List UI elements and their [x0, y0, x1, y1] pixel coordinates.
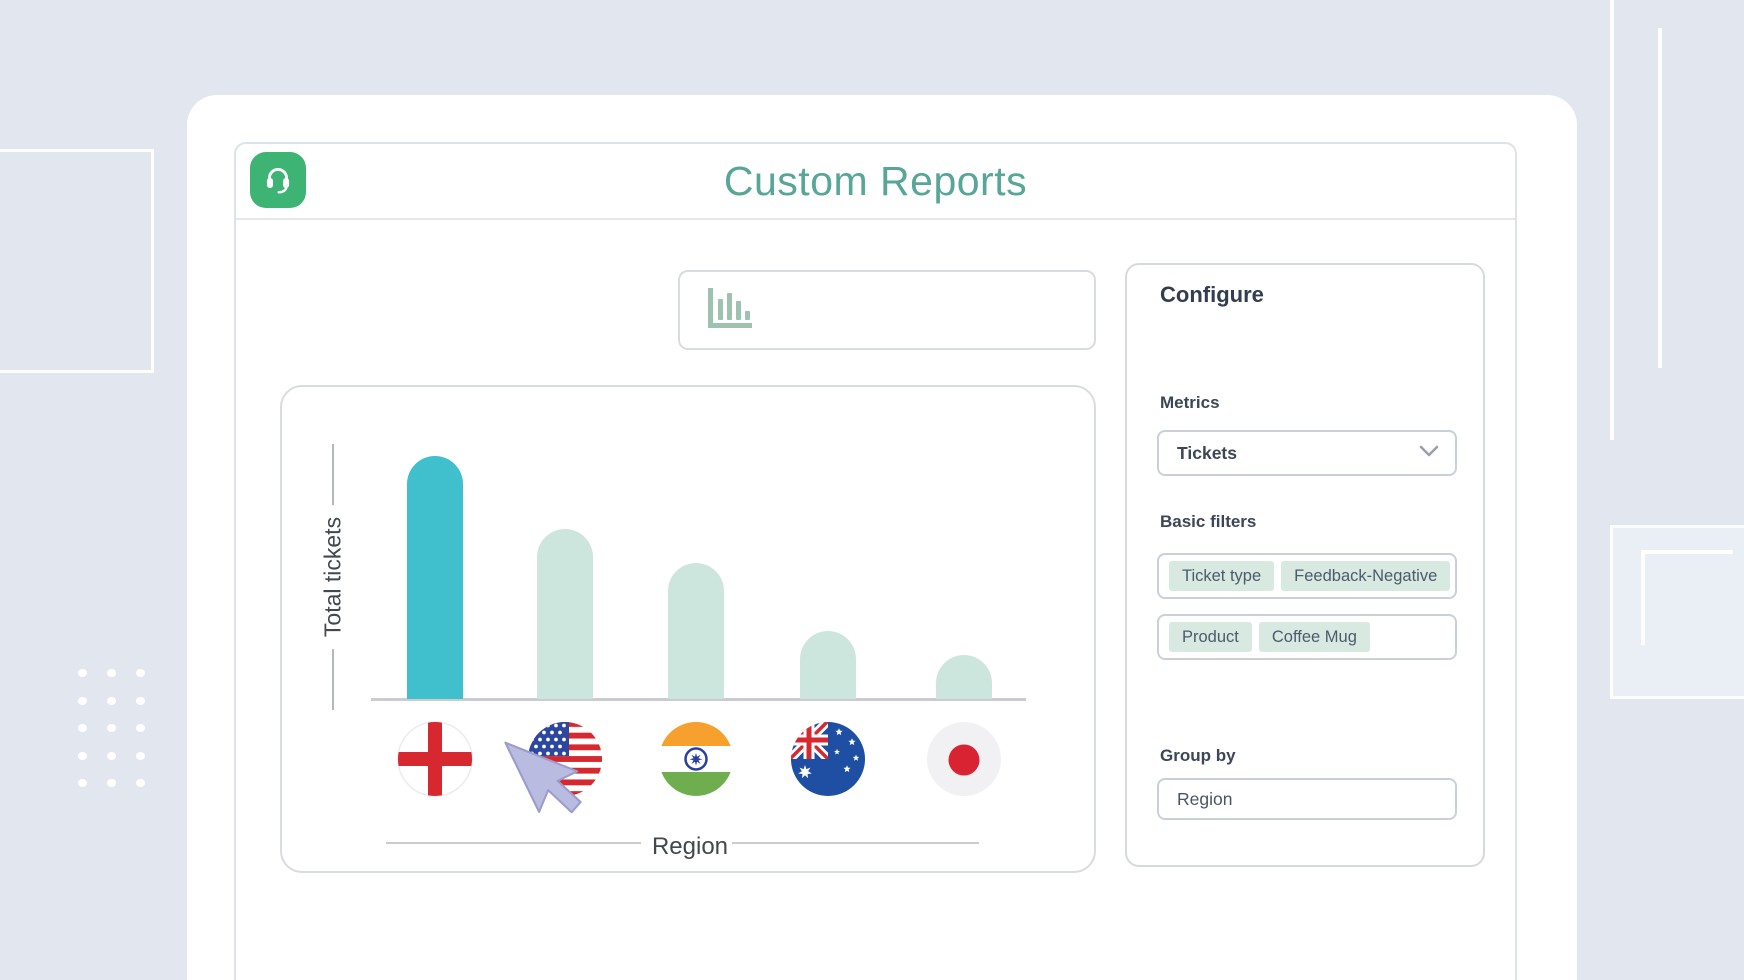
page-title: Custom Reports	[236, 158, 1515, 205]
decor-dot	[78, 779, 87, 787]
basic-filters-label: Basic filters	[1160, 512, 1256, 532]
india-flag-icon	[658, 721, 734, 797]
decor-dot	[107, 724, 116, 732]
metrics-selected-value: Tickets	[1177, 443, 1237, 464]
filter-row[interactable]: Ticket type Feedback-Negative	[1157, 553, 1457, 599]
decor-vertical-line	[1610, 0, 1614, 440]
filter-value-chip[interactable]: Feedback-Negative	[1281, 561, 1450, 591]
illustration-canvas: Custom Reports Total tickets	[0, 0, 1744, 980]
bar-japan	[936, 655, 992, 699]
metrics-dropdown[interactable]: Tickets	[1157, 430, 1457, 476]
decor-dot	[78, 669, 87, 677]
y-axis-label: Total tickets	[312, 505, 355, 649]
decor-dot	[107, 779, 116, 787]
bar-chart-icon	[706, 286, 756, 335]
decor-corner-line	[1641, 550, 1733, 554]
group-by-input[interactable]: Region	[1157, 778, 1457, 820]
england-flag-icon	[397, 721, 473, 797]
configure-title: Configure	[1160, 282, 1264, 308]
decor-dot	[136, 724, 145, 732]
group-by-value: Region	[1177, 789, 1232, 810]
x-axis-label: Region	[282, 833, 1098, 861]
decor-dot	[107, 752, 116, 760]
chart-type-selector[interactable]	[678, 270, 1096, 350]
x-label-line-right	[732, 842, 979, 844]
decor-dot	[136, 779, 145, 787]
decor-dot	[78, 752, 87, 760]
australia-flag-icon	[790, 721, 866, 797]
filter-field-chip[interactable]: Product	[1169, 622, 1252, 652]
chevron-down-icon	[1419, 444, 1439, 462]
decor-dot	[136, 697, 145, 705]
bar-united-states	[537, 529, 593, 699]
decor-dot	[107, 697, 116, 705]
decor-dot	[78, 724, 87, 732]
group-by-label: Group by	[1160, 746, 1236, 766]
japan-flag-icon	[926, 721, 1002, 797]
decor-dot	[107, 669, 116, 677]
bar-england	[407, 456, 463, 699]
decor-dot	[136, 752, 145, 760]
filter-value-chip[interactable]: Coffee Mug	[1259, 622, 1370, 652]
filter-row[interactable]: Product Coffee Mug	[1157, 614, 1457, 660]
bar-india	[668, 563, 724, 699]
filter-field-chip[interactable]: Ticket type	[1169, 561, 1274, 591]
decor-dot	[136, 669, 145, 677]
decor-corner-line	[1641, 550, 1645, 645]
bar-chart-card: Total tickets	[280, 385, 1096, 873]
header-divider	[236, 218, 1515, 220]
metrics-label: Metrics	[1160, 393, 1220, 413]
decor-dot	[78, 697, 87, 705]
mouse-cursor	[494, 736, 586, 840]
decor-vertical-line	[1658, 28, 1662, 368]
bar-australia	[800, 631, 856, 699]
decor-rectangle-outline	[0, 149, 154, 373]
